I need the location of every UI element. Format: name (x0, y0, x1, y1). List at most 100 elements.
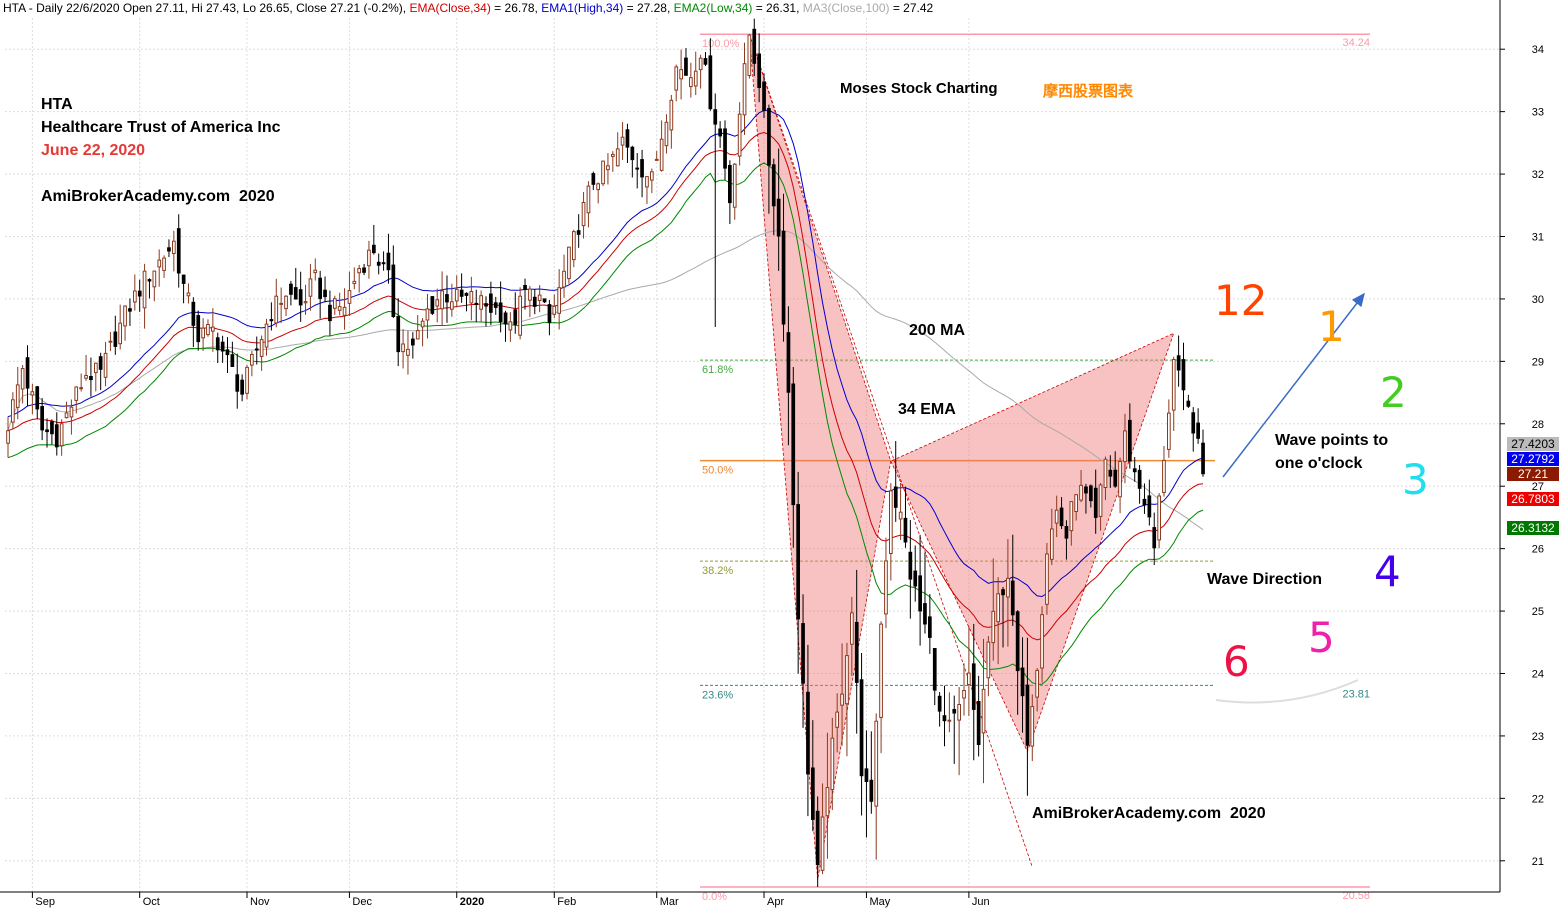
candle-body (376, 261, 381, 266)
x-tick-label: Dec (352, 896, 372, 908)
candle-body (298, 289, 303, 306)
candle-body (420, 320, 425, 328)
candle-body (928, 616, 932, 638)
candle-body (79, 387, 84, 390)
candle-body (450, 301, 454, 310)
candle-body (372, 244, 376, 254)
candle-body (157, 259, 162, 268)
candle-body (791, 383, 796, 506)
candle-body (391, 264, 396, 318)
candle-body (874, 720, 879, 807)
candle-body (1123, 430, 1127, 463)
candle-body (245, 366, 249, 394)
arrow-layer (1215, 292, 1365, 704)
candle-body (1103, 458, 1108, 488)
y-tick-label: 31 (1532, 232, 1544, 244)
candle-body (94, 362, 98, 374)
candle-body (757, 53, 761, 88)
candle-body (532, 296, 537, 307)
candle-body (84, 375, 88, 379)
candle-body (142, 270, 147, 309)
candle-body (1196, 422, 1201, 439)
candle-body (1030, 706, 1035, 747)
y-tick-label: 33 (1532, 107, 1544, 119)
candle-body (113, 331, 118, 347)
candle-body (59, 423, 64, 447)
candle-body (1186, 400, 1191, 407)
candle-body (167, 247, 171, 252)
candle-body (137, 290, 142, 297)
candle-body (718, 128, 722, 137)
candle-body (103, 352, 108, 378)
candle-body (64, 412, 69, 419)
candle-body (840, 693, 844, 706)
candle-body (347, 290, 352, 304)
candle-body (991, 610, 996, 644)
candle-body (986, 641, 991, 679)
candle-body (201, 327, 206, 339)
candle-body (240, 379, 245, 395)
header-ma-label: MA3(Close,100) (802, 1, 890, 15)
candle-body (108, 340, 113, 343)
candle-body (850, 612, 854, 645)
candle-body (981, 688, 986, 734)
header-ma-value: = 27.42 (892, 1, 934, 15)
site-watermark-bottom: AmiBrokerAcademy.com 2020 (1032, 805, 1266, 822)
candle-body (147, 279, 152, 282)
candle-body (279, 302, 283, 305)
candle-body (581, 202, 586, 227)
candle-body (152, 270, 157, 288)
candle-body (1074, 494, 1079, 513)
candle-body (313, 269, 318, 274)
header-ema-low-label: EMA2(Low,34) (673, 1, 753, 15)
candle-body (937, 695, 942, 712)
candle-body (723, 128, 727, 169)
candle-body (1171, 359, 1176, 411)
candle-body (1084, 486, 1088, 494)
clock-number-4: 4 (1374, 547, 1401, 596)
candle-body (235, 374, 240, 392)
candle-body (11, 399, 15, 423)
candle-body (479, 295, 483, 310)
x-tick-label: Jun (972, 896, 990, 908)
candle-body (596, 183, 600, 191)
y-tick-label: 29 (1532, 356, 1544, 368)
candle-body (732, 163, 737, 208)
x-tick-label: Nov (250, 896, 270, 908)
candle-body (1147, 495, 1152, 518)
candle-body (308, 278, 313, 297)
candle-body (693, 70, 698, 87)
candle-body (40, 406, 44, 431)
candle-body (576, 230, 581, 235)
candle-body (957, 704, 961, 721)
candle-body (123, 305, 127, 327)
candle-body (1152, 527, 1157, 549)
fib-price-label: 20.58 (1342, 890, 1370, 902)
candle-body (542, 298, 547, 303)
candle-body (864, 768, 869, 783)
candle-body (503, 312, 508, 325)
candle-body (513, 309, 518, 325)
candle-body (971, 663, 976, 710)
candle-body (615, 148, 620, 167)
candle-body (606, 165, 610, 171)
candle-body (767, 108, 771, 166)
candle-body (274, 295, 279, 324)
candle-body (396, 316, 401, 353)
candle-body (35, 386, 40, 410)
candle-body (1089, 485, 1093, 502)
candle-body (1045, 553, 1049, 605)
candle-body (508, 321, 513, 331)
pattern-triangle-bcd (890, 332, 1175, 753)
fib-level-label: 23.6% (702, 689, 733, 701)
candle-body (884, 560, 888, 615)
candle-body (284, 295, 288, 310)
candle-body (811, 767, 815, 820)
candle-body (30, 391, 35, 396)
clock-number-12: 12 (1214, 276, 1268, 325)
candle-body (1054, 509, 1059, 524)
wave-points-line2: one o'clock (1275, 455, 1363, 472)
x-tick-label: Oct (143, 896, 160, 908)
clock-number-1: 1 (1318, 302, 1345, 351)
candle-body (771, 164, 776, 207)
